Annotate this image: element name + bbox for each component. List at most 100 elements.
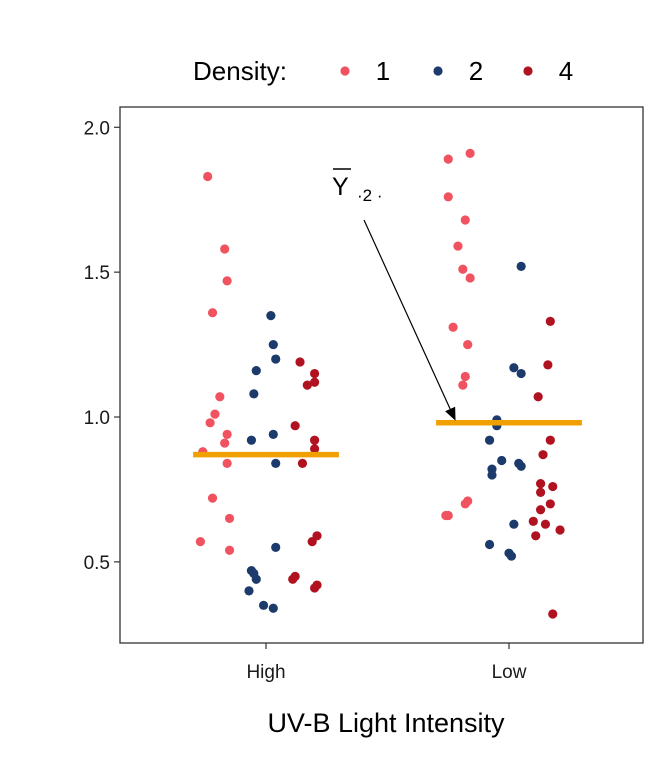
data-point-density-4 bbox=[310, 435, 320, 445]
data-point-density-2 bbox=[509, 519, 519, 529]
data-point-density-1 bbox=[458, 380, 468, 390]
data-point-density-1 bbox=[207, 493, 218, 503]
data-point-density-4 bbox=[535, 479, 546, 489]
annotation-subscript: ·2 · bbox=[357, 186, 383, 205]
y-tick-label: 0.5 bbox=[84, 553, 110, 574]
data-point-density-4 bbox=[533, 392, 543, 402]
data-point-density-2 bbox=[251, 574, 261, 584]
data-point-density-4 bbox=[307, 536, 317, 547]
data-point-density-4 bbox=[310, 444, 320, 454]
legend-items: 1 2 4 bbox=[340, 56, 573, 86]
data-point-density-2 bbox=[249, 389, 259, 399]
data-point-density-1 bbox=[460, 371, 470, 382]
data-point-density-4 bbox=[548, 609, 558, 619]
data-point-density-4 bbox=[297, 458, 308, 468]
x-axis-title: UV-B Light Intensity bbox=[267, 708, 505, 738]
data-point-density-4 bbox=[535, 487, 546, 497]
data-point-density-1 bbox=[195, 536, 205, 547]
y-tick-label: 1.0 bbox=[84, 408, 110, 429]
data-point-density-1 bbox=[222, 458, 232, 468]
y-tick-label: 2.0 bbox=[84, 118, 110, 139]
data-point-density-2 bbox=[484, 435, 495, 445]
data-point-density-2 bbox=[268, 429, 278, 439]
plot-panel bbox=[119, 106, 644, 644]
data-point-density-2 bbox=[487, 470, 497, 480]
data-point-density-2 bbox=[266, 311, 276, 321]
data-point-density-2 bbox=[268, 339, 278, 350]
data-point-density-4 bbox=[295, 357, 305, 367]
data-point-density-1 bbox=[220, 438, 230, 448]
legend-key-2 bbox=[433, 66, 443, 76]
x-axis: High Low bbox=[246, 643, 527, 683]
legend: Density: 1 2 4 bbox=[193, 56, 573, 86]
data-point-density-1 bbox=[453, 241, 463, 251]
data-point-density-2 bbox=[506, 551, 517, 561]
data-point-density-1 bbox=[465, 273, 475, 283]
data-point-density-4 bbox=[538, 450, 548, 460]
data-point-density-1 bbox=[203, 171, 213, 182]
legend-title: Density: bbox=[193, 56, 287, 86]
legend-label-4: 4 bbox=[559, 56, 573, 86]
x-tick-label: Low bbox=[492, 662, 527, 683]
legend-label-2: 2 bbox=[469, 56, 483, 86]
data-point-density-4 bbox=[288, 574, 298, 584]
data-point-density-4 bbox=[535, 505, 546, 515]
data-point-density-1 bbox=[458, 264, 468, 274]
data-point-density-1 bbox=[210, 409, 220, 419]
data-point-density-4 bbox=[545, 435, 555, 445]
data-point-density-2 bbox=[509, 363, 519, 373]
data-point-density-4 bbox=[531, 531, 541, 541]
data-point-density-2 bbox=[244, 586, 254, 596]
data-point-density-1 bbox=[443, 192, 453, 202]
data-point-density-2 bbox=[271, 354, 281, 364]
data-point-density-1 bbox=[465, 148, 475, 158]
data-point-density-2 bbox=[268, 603, 278, 613]
data-point-density-4 bbox=[545, 316, 555, 326]
data-point-density-1 bbox=[443, 510, 453, 521]
data-point-density-1 bbox=[220, 244, 230, 254]
data-point-density-2 bbox=[251, 366, 261, 376]
legend-key-4 bbox=[523, 66, 533, 76]
data-point-density-4 bbox=[310, 377, 320, 387]
mean-lines bbox=[193, 420, 582, 458]
annotation-symbol: Y bbox=[332, 173, 349, 201]
data-point-density-1 bbox=[205, 418, 215, 428]
data-point-density-2 bbox=[516, 368, 526, 379]
data-point-density-1 bbox=[460, 499, 470, 509]
data-points bbox=[195, 148, 565, 619]
data-point-density-1 bbox=[215, 392, 225, 402]
data-point-density-4 bbox=[543, 360, 553, 370]
data-point-density-1 bbox=[222, 429, 232, 439]
data-point-density-1 bbox=[460, 215, 470, 225]
data-point-density-4 bbox=[548, 481, 558, 492]
data-point-density-2 bbox=[271, 458, 281, 468]
data-point-density-1 bbox=[224, 545, 235, 555]
data-point-density-4 bbox=[540, 519, 551, 529]
data-point-density-2 bbox=[484, 539, 495, 550]
data-point-density-1 bbox=[222, 276, 232, 286]
legend-label-1: 1 bbox=[376, 56, 390, 86]
data-point-density-4 bbox=[290, 421, 300, 431]
data-point-density-1 bbox=[463, 339, 473, 350]
x-tick-label: High bbox=[246, 662, 285, 683]
mean-annotation: Y ·2 · bbox=[332, 168, 456, 421]
data-point-density-2 bbox=[271, 542, 281, 552]
annotation-arrow bbox=[363, 219, 451, 410]
data-point-density-2 bbox=[497, 455, 507, 466]
data-point-density-4 bbox=[555, 525, 565, 535]
data-point-density-1 bbox=[443, 154, 453, 164]
y-axis: 0.5 1.0 1.5 2.0 bbox=[84, 118, 120, 574]
data-point-density-1 bbox=[224, 513, 235, 524]
data-point-density-4 bbox=[528, 516, 538, 526]
data-point-density-4 bbox=[545, 499, 555, 509]
data-point-density-4 bbox=[302, 380, 312, 390]
data-point-density-1 bbox=[448, 322, 458, 332]
annotation-arrowhead bbox=[445, 406, 456, 421]
legend-key-1 bbox=[340, 66, 350, 76]
y-tick-label: 1.5 bbox=[84, 263, 110, 284]
data-point-density-1 bbox=[207, 308, 218, 318]
data-point-density-4 bbox=[310, 583, 320, 593]
data-point-density-2 bbox=[516, 261, 526, 271]
data-point-density-2 bbox=[516, 461, 526, 471]
